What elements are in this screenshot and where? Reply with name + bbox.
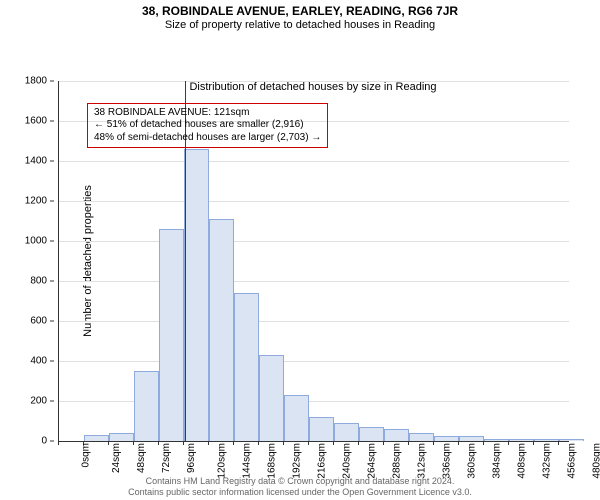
x-tick-mark [308, 441, 309, 445]
x-tick-label: 336sqm [441, 443, 452, 479]
y-tick-label: 1400 [25, 155, 54, 166]
x-tick-label: 72sqm [161, 443, 172, 473]
x-tick-label: 456sqm [566, 443, 577, 479]
x-tick-label: 360sqm [466, 443, 477, 479]
annotation-box: 38 ROBINDALE AVENUE: 121sqm← 51% of deta… [87, 103, 328, 149]
histogram-bar [334, 423, 359, 441]
histogram-bar [234, 293, 259, 441]
x-tick-label: 216sqm [316, 443, 327, 479]
histogram-bar [434, 436, 459, 441]
y-tick-label: 400 [30, 355, 54, 366]
x-tick-mark [158, 441, 159, 445]
x-tick-mark [558, 441, 559, 445]
x-tick-mark [408, 441, 409, 445]
histogram-bar [359, 427, 384, 441]
histogram-bar [409, 433, 434, 441]
x-tick-mark [383, 441, 384, 445]
histogram-bar [509, 439, 534, 441]
annotation-line: 48% of semi-detached houses are larger (… [94, 132, 321, 145]
plot-area: 38 ROBINDALE AVENUE: 121sqm← 51% of deta… [58, 81, 569, 442]
y-tick-label: 1800 [25, 75, 54, 86]
x-tick-label: 384sqm [491, 443, 502, 479]
annotation-line: 38 ROBINDALE AVENUE: 121sqm [94, 107, 321, 120]
x-tick-label: 120sqm [216, 443, 227, 479]
x-tick-label: 48sqm [136, 443, 147, 473]
x-tick-mark [283, 441, 284, 445]
x-tick-mark [208, 441, 209, 445]
x-tick-label: 432sqm [541, 443, 552, 479]
x-tick-label: 480sqm [591, 443, 600, 479]
x-tick-mark [233, 441, 234, 445]
y-tick-label: 1000 [25, 235, 54, 246]
x-tick-mark [533, 441, 534, 445]
x-tick-mark [183, 441, 184, 445]
x-tick-mark [483, 441, 484, 445]
histogram-bar [284, 395, 309, 441]
y-tick-label: 0 [41, 435, 54, 446]
footer-line-1: Contains HM Land Registry data © Crown c… [0, 476, 600, 487]
x-tick-label: 168sqm [266, 443, 277, 479]
page-title: 38, ROBINDALE AVENUE, EARLEY, READING, R… [0, 4, 600, 19]
y-tick-label: 600 [30, 315, 54, 326]
x-tick-mark [133, 441, 134, 445]
footer-line-2: Contains public sector information licen… [0, 487, 600, 498]
histogram-bar [259, 355, 284, 441]
x-tick-mark [433, 441, 434, 445]
annotation-line: ← 51% of detached houses are smaller (2,… [94, 119, 321, 132]
x-tick-label: 288sqm [391, 443, 402, 479]
histogram-bar [559, 439, 584, 441]
histogram-bar [159, 229, 184, 441]
histogram-bar [209, 219, 234, 441]
x-tick-label: 24sqm [111, 443, 122, 473]
x-tick-mark [258, 441, 259, 445]
y-tick-label: 1200 [25, 195, 54, 206]
footer-attribution: Contains HM Land Registry data © Crown c… [0, 476, 600, 498]
x-tick-mark [108, 441, 109, 445]
x-tick-label: 408sqm [516, 443, 527, 479]
x-tick-label: 264sqm [366, 443, 377, 479]
y-tick-label: 200 [30, 395, 54, 406]
x-tick-label: 96sqm [186, 443, 197, 473]
x-tick-label: 240sqm [341, 443, 352, 479]
x-tick-label: 144sqm [241, 443, 252, 479]
y-tick-label: 1600 [25, 115, 54, 126]
x-tick-mark [58, 441, 59, 445]
histogram-bar [109, 433, 134, 441]
x-tick-mark [358, 441, 359, 445]
histogram-bar [534, 439, 559, 441]
histogram-chart: Number of detached properties 0200400600… [58, 81, 568, 441]
x-tick-label: 0sqm [80, 443, 91, 467]
x-tick-mark [508, 441, 509, 445]
histogram-bar [134, 371, 159, 441]
page-subtitle: Size of property relative to detached ho… [0, 19, 600, 33]
y-tick-label: 800 [30, 275, 54, 286]
histogram-bar [84, 435, 109, 441]
x-tick-label: 312sqm [416, 443, 427, 479]
x-tick-label: 192sqm [291, 443, 302, 479]
histogram-bar [184, 149, 209, 441]
histogram-bar [384, 429, 409, 441]
histogram-bar [309, 417, 334, 441]
histogram-bar [459, 436, 484, 441]
histogram-bar [484, 439, 509, 441]
x-tick-mark [333, 441, 334, 445]
x-tick-mark [458, 441, 459, 445]
